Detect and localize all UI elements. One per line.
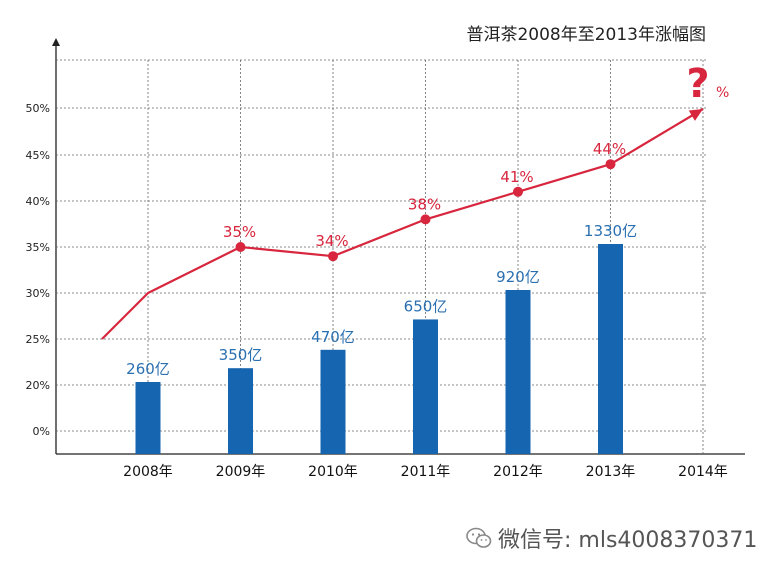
wechat-icon: [466, 527, 492, 548]
y-axis-arrow: [52, 38, 60, 46]
bar-label: 920亿: [496, 268, 540, 286]
wechat-watermark: 微信号: mls4008370371: [466, 522, 757, 554]
line-arrow-head: [688, 109, 703, 121]
y-tick-label: 20%: [26, 379, 50, 392]
bar: [413, 319, 438, 454]
line-point: [605, 159, 616, 170]
x-tick-label: 2008年: [123, 464, 173, 480]
bar-label: 350亿: [219, 346, 263, 364]
x-tick-label: 2014年: [678, 464, 728, 480]
x-tick-label: 2010年: [308, 464, 358, 480]
bar-label: 1330亿: [584, 222, 637, 240]
y-tick-label: 40%: [26, 195, 50, 208]
bar-label: 470亿: [311, 328, 355, 346]
x-tick-label: 2012年: [493, 464, 543, 480]
line-point-label: 38%: [408, 195, 441, 213]
line-point-label: 41%: [500, 168, 533, 186]
bar: [135, 382, 161, 454]
watermark-text: 微信号: mls4008370371: [498, 528, 758, 553]
bar: [320, 349, 346, 454]
series-line: [101, 108, 704, 340]
bar: [228, 368, 253, 454]
x-tick-label: 2009年: [216, 464, 266, 480]
x-tick-label: 2013年: [586, 464, 636, 480]
line-point: [513, 186, 523, 197]
y-tick-label: 35%: [26, 241, 50, 254]
line-point-label: 34%: [315, 232, 348, 250]
bar: [505, 290, 531, 454]
y-tick-label: 30%: [26, 287, 50, 300]
line-point: [328, 251, 338, 262]
y-tick-label: 50%: [26, 102, 50, 115]
forecast-question: ?: [686, 61, 709, 107]
y-tick-label: 0%: [33, 425, 50, 438]
y-tick-label: 45%: [26, 149, 50, 162]
line-point-label: 44%: [593, 140, 626, 158]
chart-title: 普洱茶2008年至2013年涨幅图: [466, 25, 706, 45]
line-point: [235, 242, 246, 252]
bar-label: 260亿: [126, 360, 170, 378]
line-point: [420, 214, 431, 225]
forecast-suffix: %: [716, 85, 729, 101]
y-tick-label: 25%: [26, 333, 50, 346]
x-tick-label: 2011年: [401, 464, 451, 480]
bar: [598, 244, 623, 454]
bar-label: 650亿: [404, 297, 448, 315]
line-point-label: 35%: [223, 223, 256, 241]
